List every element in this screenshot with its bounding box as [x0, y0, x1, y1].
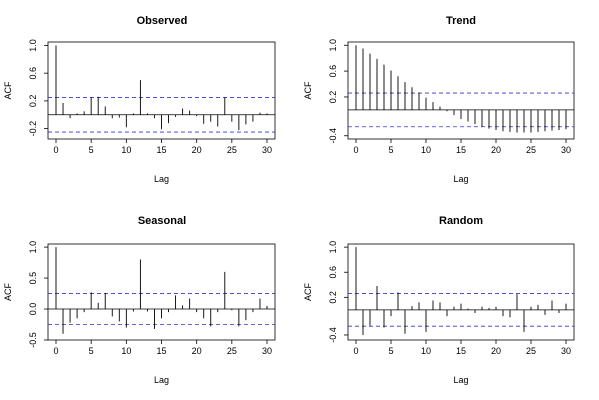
acf-panel-random: Random 0 5 10 15 20 25 30 -0.4 0.2 0.6 1.0 Lag ACF	[303, 215, 575, 385]
panel-title: Observed	[137, 15, 188, 27]
y-tick-label: -0.4	[328, 128, 338, 144]
y-tick-label: 1.0	[328, 241, 338, 254]
y-axis-label: ACF	[303, 81, 313, 100]
y-tick-label: 0.5	[28, 272, 38, 285]
panel-title: Random	[439, 215, 483, 227]
x-tick-label: 30	[561, 346, 571, 356]
y-tick-label: 1.0	[328, 39, 338, 52]
x-axis-label: Lag	[453, 174, 468, 184]
x-tick-label: 30	[262, 346, 272, 356]
y-tick-label: 0.2	[328, 91, 338, 104]
x-tick-label: 0	[353, 145, 358, 155]
y-tick-label: 0.6	[328, 266, 338, 279]
x-tick-label: 20	[192, 145, 202, 155]
y-tick-label: 0.0	[28, 303, 38, 316]
y-axis-label: ACF	[3, 282, 13, 301]
x-tick-label: 10	[421, 145, 431, 155]
x-tick-label: 5	[388, 145, 393, 155]
acf-panel-seasonal: Seasonal 0 5 10 15 20 25 30 -0.5 0.0 0.5 1.0 Lag ACF	[3, 215, 276, 385]
x-tick-label: 5	[388, 346, 393, 356]
x-tick-label: 15	[456, 346, 466, 356]
x-tick-label: 20	[192, 346, 202, 356]
x-tick-label: 10	[121, 346, 131, 356]
y-axis-label: ACF	[3, 81, 13, 100]
acf-panel-observed: Observed 0 5 10 15 20 25 30 -0.2 0.2 0.6 1.0 Lag ACF	[3, 15, 276, 184]
x-tick-label: 5	[89, 346, 94, 356]
plot-frame	[347, 41, 575, 140]
x-tick-label: 30	[262, 145, 272, 155]
x-tick-label: 25	[227, 346, 237, 356]
y-tick-label: -0.4	[328, 327, 338, 343]
x-tick-label: 20	[491, 346, 501, 356]
y-tick-label: 0.2	[328, 291, 338, 304]
y-axis-label: ACF	[303, 282, 313, 301]
y-tick-label: 0.6	[328, 65, 338, 78]
y-tick-label: 1.0	[28, 39, 38, 52]
x-tick-label: 25	[526, 145, 536, 155]
x-tick-label: 10	[121, 145, 131, 155]
y-tick-label: -0.2	[28, 121, 38, 137]
panel-title: Trend	[446, 15, 476, 27]
plot-frame	[47, 243, 276, 341]
x-axis-label: Lag	[154, 375, 169, 385]
y-tick-label: -0.5	[28, 332, 38, 348]
y-tick-label: 0.6	[28, 67, 38, 80]
x-tick-label: 5	[89, 145, 94, 155]
acf-panel-trend: Trend 0 5 10 15 20 25 30 -0.4 0.2 0.6 1.0 Lag ACF	[303, 15, 575, 184]
x-tick-label: 10	[421, 346, 431, 356]
panel-title: Seasonal	[138, 215, 186, 227]
x-tick-label: 0	[353, 346, 358, 356]
x-tick-label: 20	[491, 145, 501, 155]
y-tick-label: 1.0	[28, 241, 38, 254]
plot-frame	[347, 243, 575, 341]
x-tick-label: 30	[561, 145, 571, 155]
x-tick-label: 25	[227, 145, 237, 155]
x-tick-label: 15	[156, 346, 166, 356]
x-tick-label: 0	[53, 145, 58, 155]
x-tick-label: 25	[526, 346, 536, 356]
x-tick-label: 0	[53, 346, 58, 356]
x-tick-label: 15	[156, 145, 166, 155]
y-tick-label: 0.2	[28, 95, 38, 108]
x-tick-label: 15	[456, 145, 466, 155]
x-axis-label: Lag	[154, 174, 169, 184]
x-axis-label: Lag	[453, 375, 468, 385]
